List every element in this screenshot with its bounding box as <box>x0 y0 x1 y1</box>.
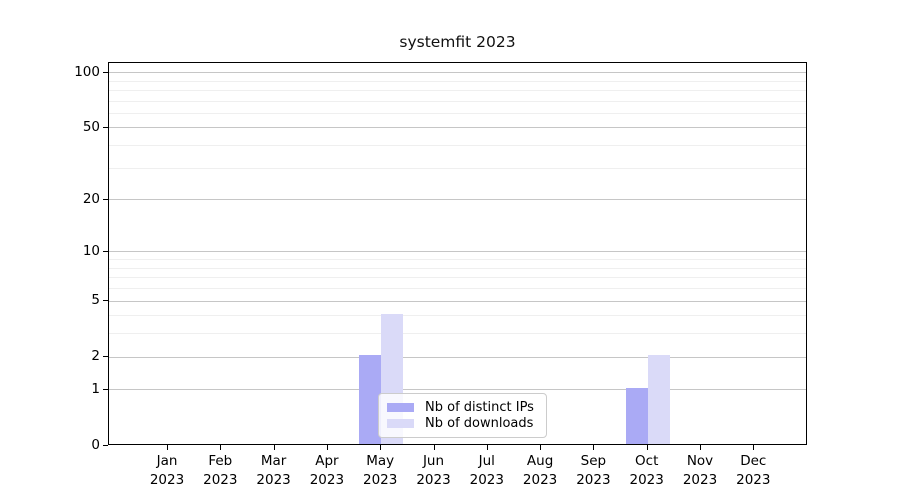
x-tick-mark <box>273 445 275 450</box>
x-tick-mark <box>753 445 755 450</box>
x-tick-year: 2023 <box>149 472 185 488</box>
y-tick-label: 50 <box>82 118 100 135</box>
x-tick-month: Jan <box>156 453 178 469</box>
legend-label: Nb of distinct IPs <box>425 400 534 415</box>
x-tick-mark <box>700 445 701 450</box>
x-tick-year: 2023 <box>256 472 291 488</box>
x-tick-month: Sep <box>580 453 607 469</box>
x-tick-month: Mar <box>260 453 287 469</box>
x-tick-mark <box>380 445 382 450</box>
major-gridline <box>109 72 806 74</box>
bar-oct-downloads <box>647 355 670 444</box>
x-tick-label: May 2023 <box>350 452 410 490</box>
major-gridline <box>109 251 806 253</box>
x-tick-label: Oct 2023 <box>617 452 677 490</box>
y-tick-label: 0 <box>91 437 100 453</box>
minor-gridline <box>109 267 806 269</box>
x-tick-label: Jan 2023 <box>137 452 197 490</box>
y-tick-label: 1 <box>91 380 100 397</box>
minor-gridline <box>109 288 806 290</box>
x-tick-label: Feb 2023 <box>190 452 250 490</box>
legend: Nb of distinct IPs Nb of downloads <box>378 393 547 438</box>
y-tick-mark <box>103 250 108 252</box>
y-tick-mark <box>103 198 108 200</box>
x-tick-label: Sep 2023 <box>563 452 623 490</box>
y-tick-mark <box>103 388 108 390</box>
y-tick-label: 2 <box>91 348 100 365</box>
minor-gridline <box>109 259 806 261</box>
x-tick-month: May <box>366 453 395 469</box>
x-tick-month: Dec <box>740 453 767 469</box>
y-tick-label: 10 <box>82 242 100 259</box>
x-tick-year: 2023 <box>363 472 398 488</box>
y-tick-mark <box>103 300 108 302</box>
x-tick-month: Jun <box>422 453 445 469</box>
minor-gridline <box>109 100 806 102</box>
minor-gridline <box>109 145 806 147</box>
major-gridline <box>109 199 806 201</box>
bar-may-distinct-ips <box>359 355 382 444</box>
major-gridline <box>109 300 806 302</box>
x-tick-year: 2023 <box>469 472 504 488</box>
x-tick-year: 2023 <box>416 472 451 488</box>
x-tick-month: Aug <box>526 453 554 469</box>
x-tick-mark <box>326 445 328 450</box>
minor-gridline <box>109 277 806 279</box>
x-tick-mark <box>167 445 168 450</box>
x-tick-month: Oct <box>635 453 659 469</box>
legend-label: Nb of downloads <box>425 416 534 431</box>
plot-area <box>108 62 807 445</box>
minor-gridline <box>109 80 806 82</box>
y-tick-mark <box>103 356 108 358</box>
major-gridline <box>109 389 806 391</box>
x-tick-label: Jul 2023 <box>457 452 517 490</box>
x-tick-label: Dec 2023 <box>723 452 783 490</box>
minor-gridline <box>109 315 806 317</box>
x-tick-year: 2023 <box>682 472 718 488</box>
y-tick-label: 5 <box>91 292 100 309</box>
x-tick-year: 2023 <box>576 472 611 488</box>
x-tick-month: Apr <box>315 453 339 469</box>
distinct-ips-swatch-icon <box>387 403 414 412</box>
legend-item-distinct-ips: Nb of distinct IPs <box>387 400 536 415</box>
major-gridline <box>109 127 806 129</box>
x-tick-year: 2023 <box>309 472 345 488</box>
x-tick-month: Feb <box>208 453 233 469</box>
y-tick-label: 20 <box>82 190 100 207</box>
x-tick-year: 2023 <box>736 472 771 488</box>
x-tick-year: 2023 <box>629 472 664 488</box>
x-tick-label: Apr 2023 <box>297 452 357 490</box>
y-tick-mark <box>103 126 108 128</box>
x-tick-mark <box>486 445 488 450</box>
x-tick-label: Jun 2023 <box>404 452 464 490</box>
x-tick-year: 2023 <box>522 472 558 488</box>
x-tick-month: Nov <box>686 453 714 469</box>
bar-oct-distinct-ips <box>625 387 648 444</box>
legend-item-downloads: Nb of downloads <box>387 416 536 431</box>
x-tick-month: Jul <box>478 453 495 469</box>
major-gridline <box>109 356 806 358</box>
y-tick-label: 100 <box>74 63 100 80</box>
minor-gridline <box>109 167 806 169</box>
x-tick-year: 2023 <box>203 472 238 488</box>
minor-gridline <box>109 89 806 91</box>
x-tick-mark <box>646 445 648 450</box>
x-tick-label: Nov 2023 <box>670 452 730 490</box>
minor-gridline <box>109 333 806 335</box>
chart-title: systemfit 2023 <box>399 33 516 51</box>
x-tick-label: Mar 2023 <box>244 452 304 490</box>
x-tick-label: Aug 2023 <box>510 452 570 490</box>
x-tick-mark <box>540 445 542 450</box>
x-tick-mark <box>593 445 595 450</box>
minor-gridline <box>109 112 806 114</box>
x-tick-mark <box>433 445 435 450</box>
y-tick-mark <box>103 445 108 446</box>
x-tick-mark <box>220 445 222 450</box>
y-tick-mark <box>103 71 108 73</box>
downloads-swatch-icon <box>387 419 414 428</box>
